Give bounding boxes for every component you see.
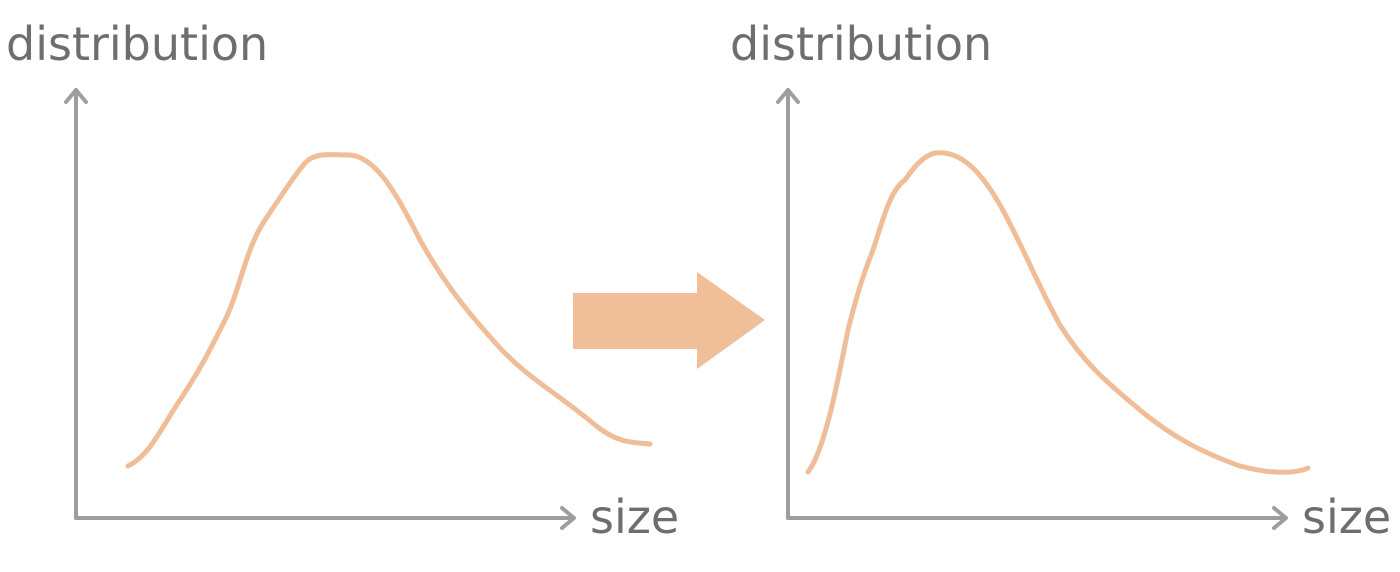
transition-arrow — [573, 272, 765, 369]
y-axis-label: distribution — [730, 17, 992, 71]
bell-curve — [125, 152, 653, 469]
right-arrow-icon — [573, 272, 765, 369]
panel-after: distribution size — [730, 17, 1391, 544]
x-axis — [74, 506, 576, 530]
panel-before: distribution size — [6, 17, 679, 544]
y-axis — [64, 88, 88, 520]
skewed-curve — [805, 150, 1311, 475]
y-axis-label: distribution — [6, 17, 268, 71]
y-axis — [776, 88, 800, 520]
x-axis-label: size — [1302, 490, 1391, 544]
x-axis — [786, 506, 1288, 530]
x-axis-label: size — [590, 490, 679, 544]
